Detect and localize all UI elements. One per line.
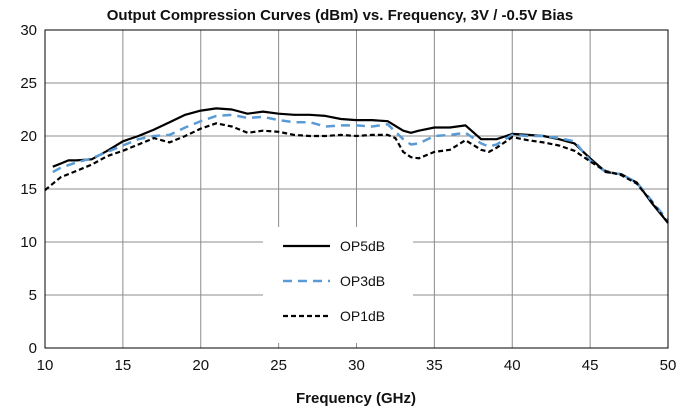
- y-tick-label: 0: [29, 340, 37, 357]
- x-tick-label: 10: [37, 357, 54, 374]
- y-tick-label: 5: [29, 287, 37, 304]
- x-tick-label: 25: [270, 357, 287, 374]
- y-tick-label: 10: [20, 234, 37, 251]
- plot-series: [44, 107, 669, 224]
- legend-label-op1db: OP1dB: [340, 308, 385, 324]
- legend-box: [263, 227, 413, 343]
- y-tick-label: 30: [20, 22, 37, 39]
- x-tick-label: 20: [192, 357, 209, 374]
- y-tick-label: 15: [20, 181, 37, 198]
- y-tick-label: 25: [20, 75, 37, 92]
- x-tick-label: 30: [348, 357, 365, 374]
- legend-label-op5db: OP5dB: [340, 238, 385, 254]
- x-tick-label: 15: [115, 357, 132, 374]
- x-axis-label: Frequency (GHz): [296, 390, 416, 407]
- legend-label-op3db: OP3dB: [340, 273, 385, 289]
- x-tick-label: 35: [426, 357, 443, 374]
- plot-frame: [44, 29, 669, 349]
- series-line-op3db: [52, 113, 669, 222]
- tick-labels: 10 15 20 25 30 35 40 45 50 0 5 10 15 20 25 30: [20, 22, 676, 374]
- x-tick-label: 40: [504, 357, 521, 374]
- series-line-op1db: [44, 122, 669, 224]
- chart-title: Output Compression Curves (dBm) vs. Freq…: [107, 7, 574, 24]
- series-line-op5db: [52, 107, 669, 224]
- x-tick-label: 45: [582, 357, 599, 374]
- legend: OP5dB OP3dB OP1dB: [263, 227, 413, 343]
- y-tick-label: 20: [20, 128, 37, 145]
- x-tick-label: 50: [660, 357, 677, 374]
